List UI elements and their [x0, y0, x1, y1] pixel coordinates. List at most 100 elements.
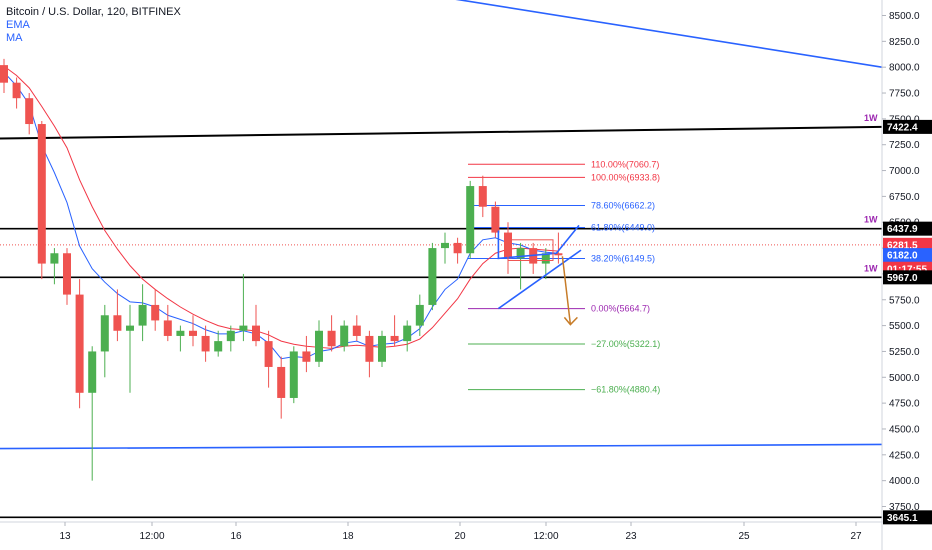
candle-body-24: [302, 351, 311, 362]
candle-body-43: [541, 253, 550, 264]
candle-body-19: [239, 325, 248, 331]
y-tick-label-7: 5500.0: [889, 321, 920, 332]
axis-tag-countdown-text: 01:17:55: [887, 264, 927, 275]
axis-tag-6437-bg: [883, 221, 932, 236]
candle-body-8: [100, 315, 109, 352]
candle-body-38: [478, 186, 487, 207]
y-tick-label-0: 3750.0: [889, 502, 920, 513]
y-tick-label-14: 7250.0: [889, 140, 920, 151]
wedge-upper: [497, 224, 580, 260]
y-tick-label-3: 4500.0: [889, 424, 920, 435]
ma-line: [3, 65, 559, 349]
candle-body-2: [25, 98, 34, 125]
y-tick-label-19: 8500.0: [889, 11, 920, 22]
fib-label-3: 61.80%(6449.0): [591, 223, 655, 233]
projection-arrow-shaft: [561, 256, 572, 325]
y-tick-label-8: 5750.0: [889, 295, 920, 306]
consolidation-box: [507, 239, 554, 261]
candle-body-27: [340, 325, 349, 347]
wedge-lower: [497, 249, 582, 310]
candle-body-41: [516, 248, 525, 259]
axis-tag-ma-text: 6281.5: [887, 240, 918, 251]
axis-tag-3645-text: 3645.1: [887, 513, 918, 524]
x-tick-label-5: 12:00: [533, 531, 558, 542]
y-tick-label-16: 7750.0: [889, 89, 920, 100]
candle-body-44: [554, 253, 563, 256]
candle-body-31: [390, 335, 399, 342]
axis-tag-ema-bg: [883, 248, 932, 263]
candle-body-17: [214, 341, 223, 352]
x-tick-label-1: 12:00: [139, 531, 164, 542]
candle-body-34: [428, 248, 437, 305]
x-tick-label-0: 13: [59, 531, 71, 542]
level-tag-0: 1W: [864, 215, 878, 225]
candle-body-10: [126, 325, 134, 331]
sloped-level-0: [0, 125, 882, 140]
candle-body-9: [113, 315, 122, 331]
candle-body-30: [378, 335, 386, 362]
candle-body-3: [37, 124, 46, 264]
y-tick-label-15: 7500.0: [889, 114, 920, 125]
candle-body-37: [466, 186, 475, 254]
y-tick-label-12: 6750.0: [889, 192, 920, 203]
candle-body-0: [0, 65, 8, 83]
y-tick-label-6: 5250.0: [889, 347, 920, 358]
x-tick-label-7: 25: [738, 531, 750, 542]
fib-label-1: 100.00%(6933.8): [591, 172, 660, 182]
candle-body-36: [453, 242, 462, 254]
candle-body-23: [289, 351, 298, 398]
symbol-title: Bitcoin / U.S. Dollar, 120, BITFINEX: [6, 6, 181, 18]
ema-line: [3, 72, 559, 360]
projection-arrow-head: [563, 316, 578, 326]
candle-body-25: [315, 330, 323, 362]
axis-tag-3645-bg: [883, 510, 932, 525]
candle-body-20: [252, 325, 260, 342]
fib-label-2: 78.60%(6662.2): [591, 200, 655, 210]
axis-tag-7422-text: 7422.4: [887, 122, 918, 133]
y-tick-label-13: 7000.0: [889, 166, 920, 177]
candle-body-12: [151, 304, 160, 321]
fib-label-0: 110.00%(7060.7): [591, 159, 659, 169]
x-tick-label-4: 20: [454, 531, 466, 542]
y-tick-label-5: 5000.0: [889, 373, 920, 384]
candle-body-7: [88, 351, 97, 393]
plot-area: 1W 1W 1W 110.00%(7060.7) 100.00%(6933.8) 78.6…: [0, 0, 882, 519]
axis-tag-ema-text: 6182.0: [887, 251, 918, 262]
trendline-0: [455, 0, 882, 68]
candle-body-1: [12, 82, 21, 99]
chart-legend: Bitcoin / U.S. Dollar, 120, BITFINEX EMA…: [6, 6, 181, 45]
candle-body-16: [201, 335, 210, 352]
candle-body-35: [441, 242, 449, 249]
x-tick-label-6: 23: [625, 531, 637, 542]
candle-body-15: [189, 330, 197, 336]
candle-body-26: [327, 330, 336, 347]
fib-label-5: 0.00%(5664.7): [591, 304, 650, 314]
candle-body-22: [277, 366, 286, 398]
ema-indicator-label[interactable]: EMA: [6, 19, 30, 31]
axis-tag-6437-text: 6437.9: [887, 224, 918, 235]
axis-tag-7422-bg: [883, 119, 932, 134]
y-tick-label-1: 4000.0: [889, 476, 920, 487]
candle-body-29: [365, 335, 374, 362]
candle-body-39: [491, 206, 500, 233]
x-tick-label-3: 18: [342, 531, 354, 542]
candle-body-21: [264, 341, 273, 367]
y-tick-label-4: 4750.0: [889, 399, 920, 410]
candle-body-11: [138, 304, 147, 326]
candle-body-18: [226, 330, 235, 342]
candle-body-6: [75, 294, 84, 393]
ma-indicator-label[interactable]: MA: [6, 32, 23, 44]
candle-body-33: [415, 304, 424, 326]
y-tick-label-2: 4250.0: [889, 450, 920, 461]
level-tag-1: 1W: [864, 263, 878, 273]
y-tick-label-18: 8250.0: [889, 37, 920, 48]
candle-body-14: [176, 330, 185, 336]
candle-body-13: [163, 320, 172, 336]
fib-label-6: −27.00%(5322.1): [591, 339, 660, 349]
candle-body-5: [63, 253, 71, 295]
trendline-1: [0, 443, 882, 450]
x-tick-label-2: 16: [230, 531, 242, 542]
fib-label-4: 38.20%(6149.5): [591, 253, 655, 263]
